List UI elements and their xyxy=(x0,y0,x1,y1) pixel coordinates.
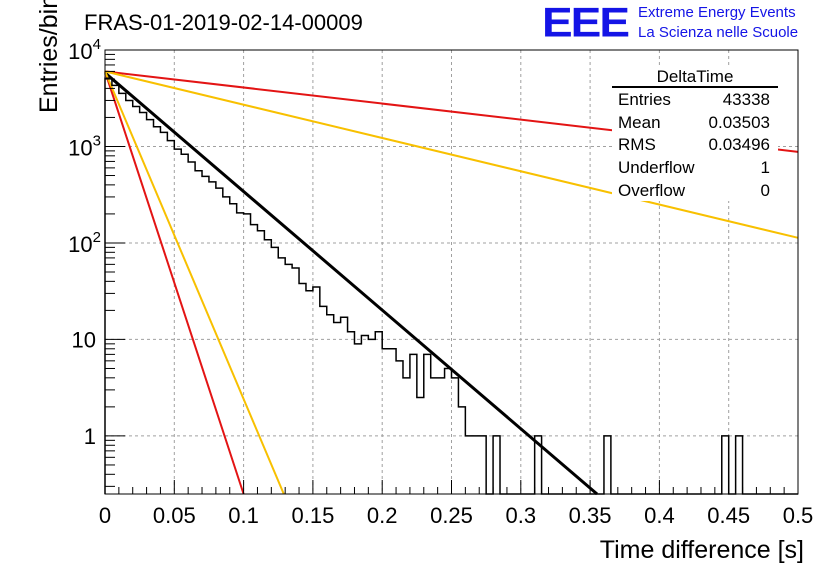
x-tick-label: 0.45 xyxy=(707,503,750,528)
stats-row: Mean 0.03503 xyxy=(612,111,778,134)
stats-row: Overflow 0 xyxy=(612,179,778,202)
logo-subtitle-1: Extreme Energy Events xyxy=(638,4,796,21)
stats-value: 43338 xyxy=(722,90,770,109)
stats-row: Entries 43338 xyxy=(612,88,778,111)
stats-label: RMS xyxy=(618,135,656,155)
stats-label: Overflow xyxy=(618,180,686,200)
logo-subtitle-2: La Scienza nelle Scuole xyxy=(638,24,799,41)
y-tick-label: 1 xyxy=(84,424,96,449)
x-tick-label: 0.05 xyxy=(153,503,196,528)
x-tick-label: 0.3 xyxy=(506,503,537,528)
y-axis-label: Entries/bin xyxy=(35,0,63,113)
fit-line xyxy=(104,70,799,239)
stats-label: Underflow xyxy=(618,158,695,178)
x-tick-label: 0.25 xyxy=(430,503,473,528)
stats-row: RMS 0.03496 xyxy=(612,133,778,156)
y-tick-label: 103 xyxy=(68,132,101,160)
y-tick-label: 104 xyxy=(68,36,101,64)
x-tick-label: 0 xyxy=(99,503,111,528)
y-tick-label: 102 xyxy=(68,229,101,257)
fit-line xyxy=(104,71,599,496)
x-tick-label: 0.1 xyxy=(228,503,259,528)
x-tick-label: 0.15 xyxy=(291,503,334,528)
stats-value: 0.03496 xyxy=(708,135,770,155)
stats-title: DeltaTime xyxy=(612,66,778,88)
x-tick-label: 0.35 xyxy=(569,503,612,528)
stats-value: 1 xyxy=(760,158,770,178)
x-tick-label: 0.4 xyxy=(644,503,675,528)
x-tick-label: 0.2 xyxy=(367,503,398,528)
stats-label: Entries xyxy=(618,90,671,109)
stats-value: 0 xyxy=(760,180,770,200)
fit-line xyxy=(104,71,285,495)
stats-row: Underflow 1 xyxy=(612,156,778,179)
y-axis-ticks: 1 10 102 103 104 xyxy=(68,36,125,487)
y-tick-label: 10 xyxy=(72,327,96,352)
x-axis-ticks: 0 0.05 0.1 0.15 0.2 0.25 0.3 0.35 0.4 0.45 0.5 xyxy=(99,480,813,528)
stats-value: 0.03503 xyxy=(708,112,770,132)
stats-label: Mean xyxy=(618,112,661,132)
eee-logo-mark: EEE xyxy=(542,0,630,46)
x-tick-label: 0.5 xyxy=(783,503,814,528)
chart-title: FRAS-01-2019-02-14-00009 xyxy=(84,10,363,35)
x-axis-label: Time difference [s] xyxy=(599,536,804,564)
fit-line xyxy=(104,71,245,495)
stats-box: DeltaTime Entries 43338 Mean 0.03503 RMS 0.03… xyxy=(612,66,778,202)
